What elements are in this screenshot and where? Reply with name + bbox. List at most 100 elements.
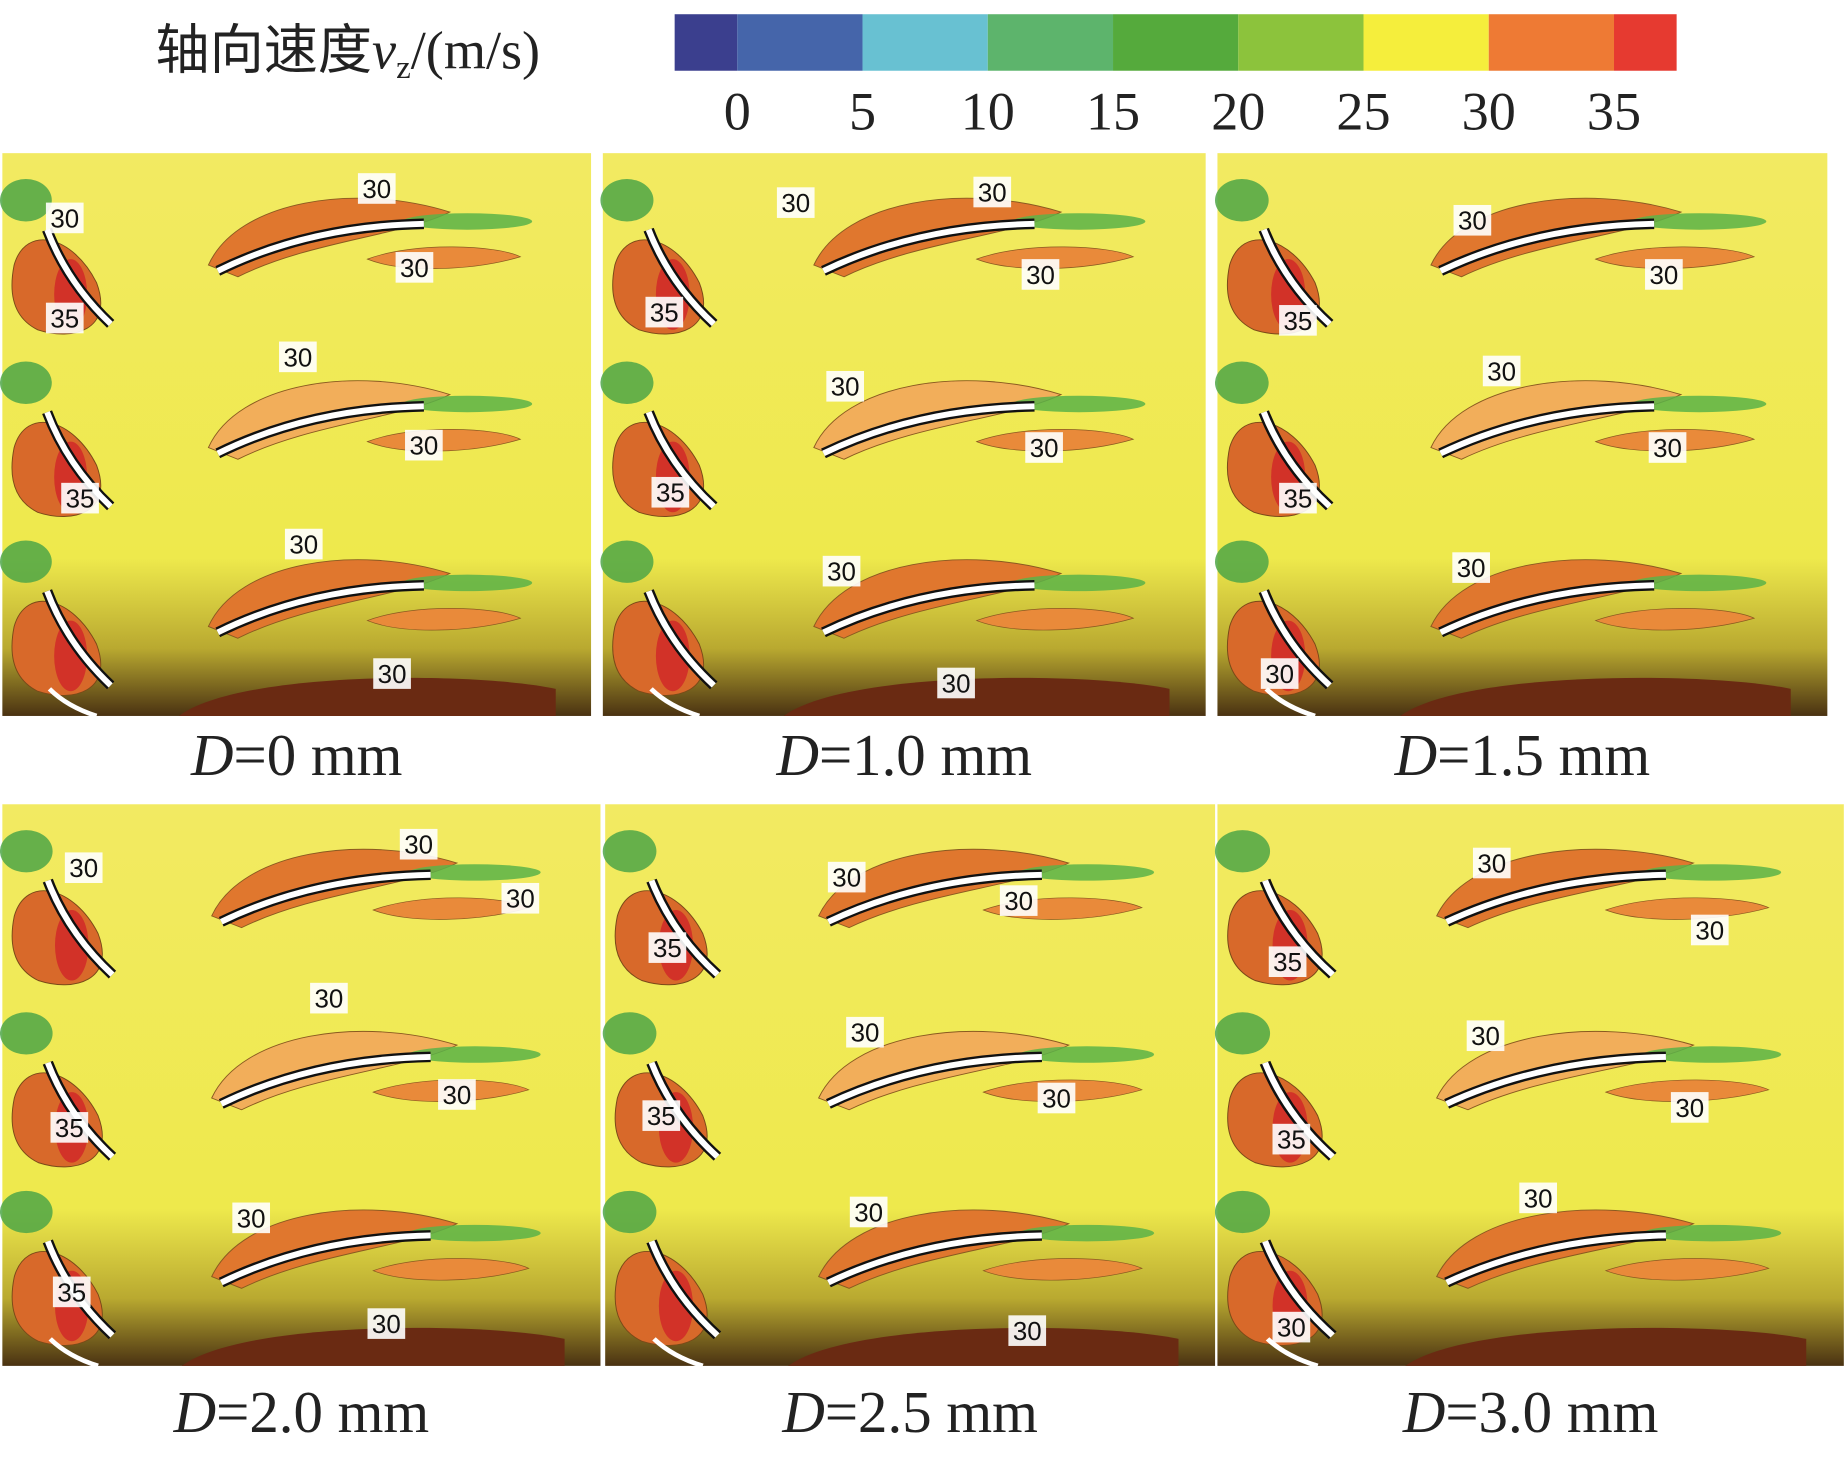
contour-label: 30 — [1004, 888, 1033, 916]
contour-label: 30 — [315, 986, 344, 1014]
low-velocity-region — [600, 179, 654, 222]
blade — [1439, 220, 1655, 274]
peak-region — [54, 910, 89, 981]
contour-label-box — [642, 1100, 681, 1131]
low-velocity-region — [1215, 361, 1269, 404]
low-velocity-region — [409, 1046, 541, 1063]
blade — [44, 411, 113, 509]
contour-label-box — [1268, 946, 1307, 978]
contour-label: 30 — [832, 865, 861, 893]
high-velocity-region — [975, 246, 1135, 269]
colorbar-title: 轴向速度vz/(m/s) — [155, 20, 540, 85]
blade — [645, 411, 716, 509]
high-velocity-region — [975, 608, 1135, 631]
contour-label: 30 — [827, 559, 856, 587]
contour-label: 35 — [55, 1115, 84, 1143]
contour-label-box — [367, 1308, 406, 1339]
contour-label-box — [776, 187, 815, 218]
high-velocity-region — [366, 608, 522, 631]
bottom-region — [181, 1327, 565, 1366]
contour-label-box — [50, 1112, 89, 1143]
contour-label-box — [373, 658, 411, 689]
contour-label: 35 — [1284, 486, 1313, 514]
blade — [1439, 403, 1655, 457]
colorbar-segment — [737, 14, 863, 71]
contour-panel: 30 30 35 30 30 35 30 30 — [602, 804, 1216, 1369]
blade — [45, 879, 115, 977]
contour-label: 35 — [50, 305, 79, 333]
caption-value: =1.0 mm — [819, 723, 1032, 788]
contour-label: 30 — [1457, 555, 1486, 583]
blade — [216, 403, 424, 457]
contour-label: 30 — [372, 1311, 401, 1339]
blade — [219, 871, 431, 925]
contour-label-box — [1279, 305, 1317, 336]
low-velocity-region — [602, 830, 657, 873]
contour-label: 35 — [57, 1279, 86, 1307]
high-velocity-region — [372, 1258, 530, 1281]
low-velocity-region — [0, 830, 53, 873]
high-velocity-region — [1594, 246, 1756, 269]
contour-label-box — [1519, 1182, 1557, 1214]
bottom-region — [1400, 677, 1791, 716]
blade — [1260, 590, 1332, 688]
panel-field — [1214, 804, 1844, 1369]
contour-label: 30 — [1649, 262, 1678, 290]
contour-label-box — [45, 302, 84, 334]
colorbar-tick-label: 25 — [1336, 82, 1390, 142]
contour-label: 35 — [1277, 1127, 1306, 1155]
blade — [48, 1337, 99, 1369]
panel-field — [600, 153, 1206, 719]
blade — [1264, 687, 1316, 719]
low-velocity-region — [1214, 830, 1271, 873]
caption-value: =2.0 mm — [216, 1380, 429, 1445]
contour-label: 30 — [1277, 1315, 1306, 1343]
contour-label-box — [645, 296, 684, 328]
colorbar-segment — [1363, 14, 1489, 71]
contour-label: 30 — [289, 531, 318, 559]
blade — [827, 1053, 1042, 1107]
contour-label: 30 — [1471, 1023, 1500, 1051]
contour-label: 30 — [781, 190, 810, 218]
contour-label: 30 — [409, 433, 438, 461]
contour-label: 35 — [1273, 949, 1302, 977]
contour-label: 30 — [854, 1199, 883, 1227]
blade — [648, 1240, 720, 1338]
low-velocity-region — [0, 1190, 53, 1234]
blade — [216, 220, 424, 274]
low-velocity-region — [0, 1012, 53, 1055]
contour-label: 30 — [404, 832, 433, 860]
low-velocity-region — [602, 1190, 657, 1234]
panel-caption: D=1.5 mm — [1394, 723, 1651, 788]
caption-symbol: D — [775, 723, 819, 788]
contour-label-box — [1272, 1123, 1311, 1155]
colorbar-tick-label: 5 — [849, 82, 876, 142]
panel-caption: D=2.5 mm — [781, 1380, 1038, 1445]
colorbar-segment — [674, 14, 738, 71]
blade — [822, 220, 1035, 274]
low-velocity-region — [1632, 213, 1767, 230]
panel-caption: D=3.0 mm — [1402, 1380, 1659, 1445]
low-velocity-region — [1019, 1224, 1155, 1242]
contour-label: 35 — [650, 300, 679, 328]
contour-label: 35 — [653, 935, 682, 963]
blade — [1262, 1240, 1335, 1338]
contour-label-box — [822, 555, 861, 587]
contour-label: 35 — [66, 486, 95, 514]
low-velocity-region — [409, 1224, 541, 1242]
low-velocity-region — [0, 361, 52, 404]
contour-label-box — [64, 852, 103, 884]
low-velocity-region — [1012, 574, 1146, 592]
colorbar-tick-label: 35 — [1587, 82, 1641, 142]
low-velocity-region — [1215, 540, 1269, 583]
blade — [1262, 1061, 1335, 1159]
contour-label-box — [1021, 259, 1060, 290]
blade — [1260, 228, 1332, 327]
contour-panel: 30 30 35 30 30 35 30 30 — [1214, 804, 1844, 1369]
low-velocity-region — [409, 864, 541, 881]
contour-label-box — [846, 1016, 884, 1048]
blade — [1260, 411, 1332, 509]
blade — [1265, 1337, 1319, 1369]
blade — [827, 1232, 1042, 1286]
caption-symbol: D — [190, 723, 234, 788]
